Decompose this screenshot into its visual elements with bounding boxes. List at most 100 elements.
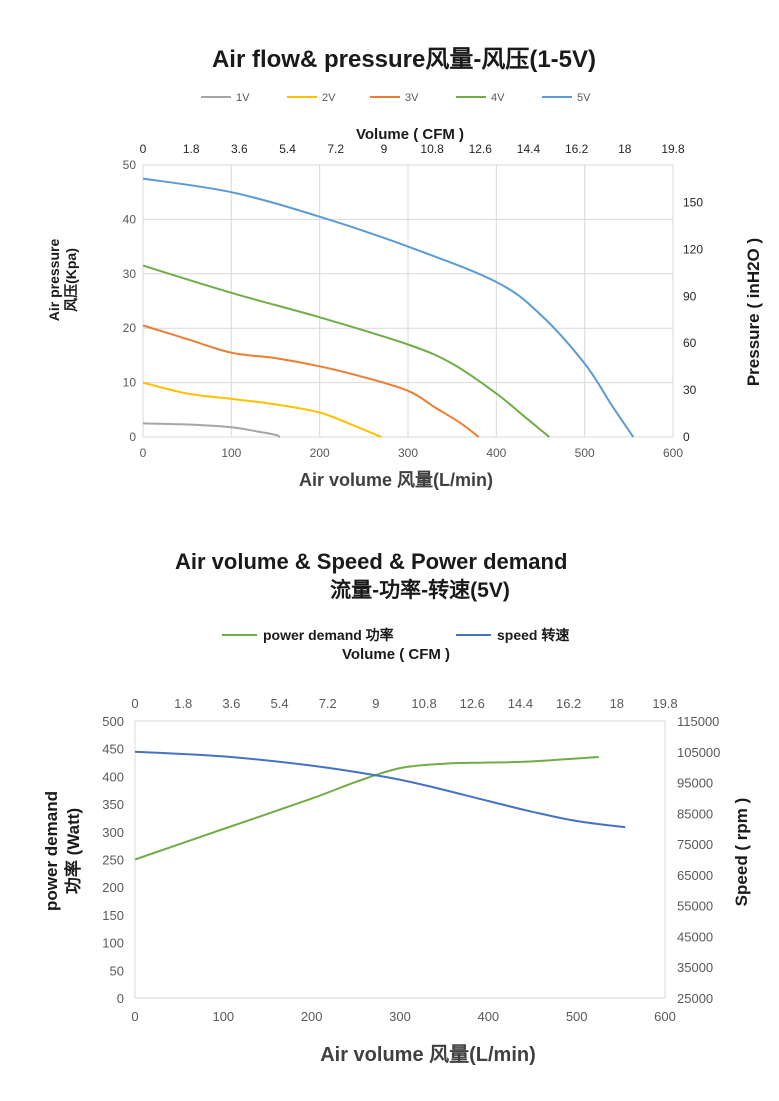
x2-tick-label: 3.6 [231,142,248,156]
y2-axis-title: Speed ( rpm ) [732,798,751,907]
legend-label-speed: speed 转速 [497,627,569,643]
chart-2-title-group: Air volume & Speed & Power demand [175,549,567,574]
chart-1: Air flow& pressure风量-风压(1-5V) 1V 2V 3V 4V 5V 0… [46,46,763,490]
x2-axis-title: Volume ( CFM ) [342,646,450,663]
x2-tick-label: 16.2 [556,696,581,711]
legend-label-2V: 2V [322,92,336,104]
series-line-1V [142,422,281,438]
series-line-4V [142,264,550,438]
y-tick-label: 150 [102,908,124,923]
y2-tick-label: 95000 [677,776,713,791]
y-tick-label: 300 [102,825,124,840]
x-tick-label: 600 [654,1009,676,1024]
x2-tick-label: 5.4 [279,142,296,156]
x-axis-title: Air volume 风量(L/min) [299,469,493,490]
y2-tick-label: 0 [683,430,690,444]
x2-axis-title: Volume ( CFM ) [356,126,464,143]
x2-tick-label: 12.6 [469,142,493,156]
series-line-speed [134,750,626,829]
x2-tick-label: 3.6 [222,696,240,711]
y-tick-label: 0 [117,991,124,1006]
series-line-5V [142,177,635,438]
x2-tick-label: 12.6 [460,696,485,711]
series-line-power-demand [134,756,599,861]
y-tick-label: 0 [129,430,136,444]
y2-tick-label: 30 [683,383,697,397]
y-tick-label: 50 [110,963,124,978]
y2-tick-label: 120 [683,242,703,256]
x2-tick-label: 1.8 [174,696,192,711]
x2-tick-label: 1.8 [183,142,200,156]
chart-2-title-line2: 流量-功率-转速(5V) [330,578,510,602]
series-line-3V [142,324,480,438]
x2-tick-label: 18 [610,696,624,711]
series-line-2V [142,381,382,438]
x-axis-title: Air volume 风量(L/min) [320,1043,536,1066]
legend-label-1V: 1V [236,92,250,104]
x-tick-label: 300 [389,1009,411,1024]
y2-tick-label: 25000 [677,991,713,1006]
y2-tick-label: 45000 [677,929,713,944]
x-tick-label: 300 [398,446,418,460]
x-tick-label: 200 [310,446,330,460]
y2-tick-label: 150 [683,196,703,210]
chart-1-title: Air flow& pressure风量-风压(1-5V) [212,46,596,73]
x2-tick-label: 0 [140,142,147,156]
x2-tick-label: 10.8 [420,142,444,156]
x2-tick-label: 14.4 [517,142,541,156]
x-tick-label: 400 [486,446,506,460]
x2-tick-label: 0 [131,696,138,711]
y2-tick-label: 55000 [677,899,713,914]
y-tick-label: 50 [123,158,137,172]
y-tick-label: 500 [102,714,124,729]
x2-tick-label: 7.2 [327,142,344,156]
x2-tick-label: 9 [372,696,379,711]
legend-label-power: power demand 功率 [263,627,394,643]
x-tick-label: 200 [301,1009,323,1024]
x2-tick-label: 19.8 [652,696,677,711]
y-axis-title-line1: Air pressure [46,239,62,322]
y-tick-label: 450 [102,742,124,757]
chart-2-title-line1: Air volume & Speed & Power demand [175,549,567,574]
y2-tick-label: 35000 [677,960,713,975]
x-tick-label: 0 [131,1009,138,1024]
x-tick-label: 100 [221,446,241,460]
y2-tick-label: 115000 [677,714,719,729]
x2-tick-label: 14.4 [508,696,533,711]
x2-tick-label: 7.2 [319,696,337,711]
y-tick-label: 10 [123,376,137,390]
x-tick-label: 400 [477,1009,499,1024]
y-axis-title-line2: 功率 (Watt) [63,808,83,894]
x2-tick-label: 5.4 [271,696,289,711]
x-tick-label: 500 [575,446,595,460]
y2-tick-label: 75000 [677,837,713,852]
y-axis-title-line2: 风压(Kpa) [63,248,79,312]
y-axis-title-line1: power demand [42,791,61,911]
x-tick-label: 100 [212,1009,234,1024]
x-tick-label: 0 [140,446,147,460]
x2-tick-label: 18 [618,142,632,156]
legend-label-5V: 5V [577,92,591,104]
y2-tick-label: 60 [683,336,697,350]
y2-tick-label: 90 [683,289,697,303]
y-tick-label: 400 [102,769,124,784]
x2-tick-label: 16.2 [565,142,589,156]
x2-tick-label: 9 [381,142,388,156]
y-tick-label: 20 [123,321,137,335]
y-tick-label: 200 [102,880,124,895]
y-tick-label: 250 [102,853,124,868]
legend-label-4V: 4V [491,92,505,104]
y-tick-label: 40 [123,212,137,226]
y2-axis-title: Pressure ( inH2O ) [744,238,763,386]
y-tick-label: 30 [123,267,137,281]
chart-2: Air volume & Speed & Power demand 流量-功率-转… [42,549,751,1066]
y2-tick-label: 65000 [677,868,713,883]
x2-tick-label: 19.8 [661,142,685,156]
x-tick-label: 600 [663,446,683,460]
y-tick-label: 100 [102,936,124,951]
x2-tick-label: 10.8 [411,696,436,711]
x-tick-label: 500 [566,1009,588,1024]
y-tick-label: 350 [102,797,124,812]
